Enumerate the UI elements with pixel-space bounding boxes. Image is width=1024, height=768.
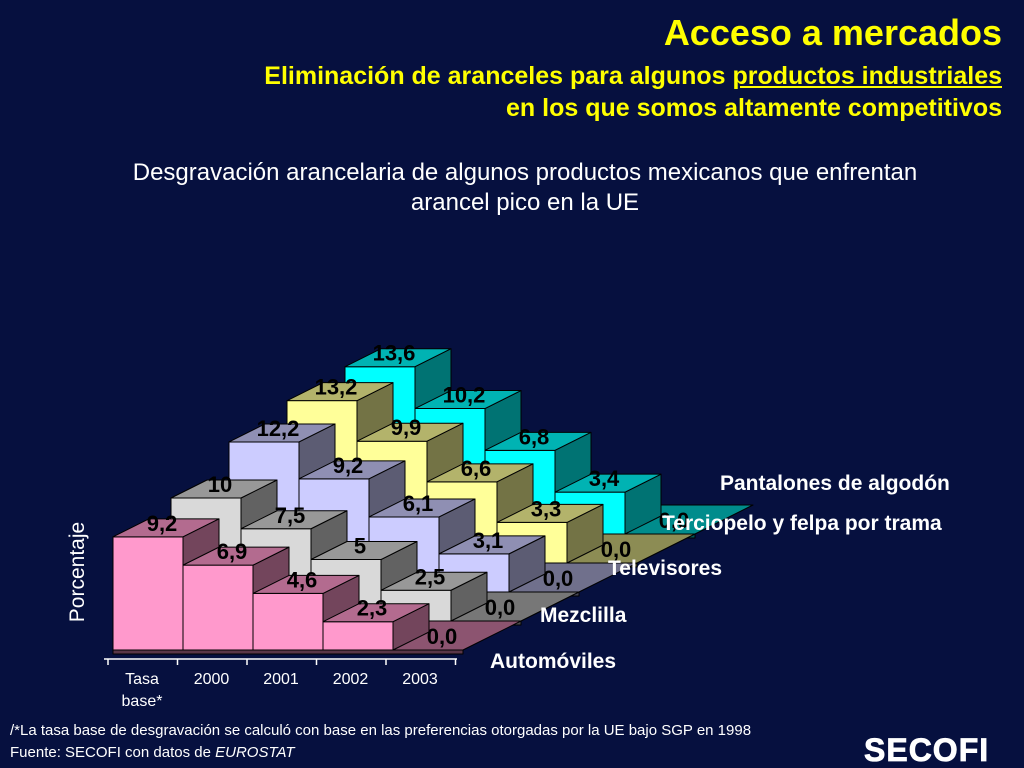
x-tick-label-1-0: 2000 [194, 671, 230, 688]
bar-front-0-0 [112, 536, 184, 651]
bar-top-4-0 [344, 348, 452, 368]
bar-top-1-3 [380, 571, 488, 591]
data-label-4-4: 0,0 [659, 508, 690, 533]
x-tick-label-3-0: 2002 [333, 671, 369, 688]
bar-top-4-2 [484, 431, 592, 451]
data-label-0-1: 6,9 [217, 539, 248, 564]
logo-text: SECOFI [864, 732, 989, 767]
data-label-0-3: 2,3 [357, 596, 388, 621]
bar-top-4-1 [414, 390, 522, 410]
bar-top-0-2 [252, 574, 360, 594]
subtitle-underlined: productos industriales [732, 62, 1002, 90]
subtitle-text: Eliminación de aranceles para algunos [264, 62, 733, 90]
data-label-4-2: 6,8 [519, 424, 550, 449]
bar-top-3-2 [426, 463, 534, 483]
secofi-logo: SECOFI [864, 732, 989, 767]
data-label-0-0: 9,2 [147, 511, 178, 536]
footnote-source-italic: EUROSTAT [215, 744, 295, 761]
data-label-1-0: 10 [208, 472, 232, 497]
bar-top-0-3 [322, 603, 430, 623]
bar-top-2-3 [438, 535, 546, 555]
x-tick-label-0-1: base* [122, 693, 163, 710]
bar-top-1-2 [310, 541, 418, 560]
data-label-3-1: 9,9 [391, 415, 422, 440]
data-label-1-3: 2,5 [415, 564, 446, 589]
series-label-3: Terciopelo y felpa por trama [662, 512, 942, 535]
data-label-2-0: 12,2 [257, 416, 300, 441]
x-tick-label-2-0: 2001 [263, 671, 299, 688]
bar-top-3-3 [496, 503, 604, 523]
series-label-0: Automóviles [490, 650, 616, 673]
subtitle-line2: en los que somos altamente competitivos [506, 94, 1002, 122]
data-label-0-4: 0,0 [427, 624, 458, 649]
bar-top-1-0 [170, 479, 278, 499]
chart-title-line1: Desgravación arancelaria de algunos prod… [132, 159, 918, 186]
bar-top-3-0 [286, 382, 394, 402]
footnote-source: Fuente: SECOFI con datos de [10, 744, 216, 761]
data-label-0-2: 4,6 [287, 567, 318, 592]
data-label-1-4: 0,0 [485, 595, 516, 620]
chart-title-line2: arancel pico en la UE [410, 189, 640, 216]
data-label-4-0: 13,6 [373, 341, 416, 366]
series-label-4: Pantalones de algodón [720, 472, 950, 495]
data-label-3-4: 0,0 [601, 537, 632, 562]
data-label-3-3: 3,3 [531, 496, 562, 521]
page-subtitle: Eliminación de aranceles para algunos pr… [264, 60, 1002, 124]
bar-front-0-3 [322, 621, 394, 651]
page-title: Acceso a mercados [663, 12, 1002, 53]
data-label-2-4: 0,0 [543, 566, 574, 591]
bar-top-2-0 [228, 423, 336, 443]
bar-top-4-3 [554, 473, 662, 493]
bar-front-0-1 [182, 564, 254, 651]
footnote-note: /*La tasa base de desgravación se calcul… [10, 722, 752, 739]
data-label-2-3: 3,1 [473, 528, 504, 553]
chart-title: Desgravación arancelaria de algunos prod… [40, 158, 1010, 218]
x-tick-label-4-0: 2003 [402, 671, 438, 688]
footnote: /*La tasa base de desgravación se calcul… [10, 720, 751, 764]
data-label-4-3: 3,4 [589, 466, 620, 491]
x-tick-label-0-0: Tasa [125, 671, 159, 688]
data-label-2-1: 9,2 [333, 453, 364, 478]
bar-top-2-2 [368, 498, 476, 518]
data-label-2-2: 6,1 [403, 491, 434, 516]
bar-top-1-1 [240, 510, 348, 530]
series-label-1: Mezclilla [540, 604, 627, 627]
data-label-3-0: 13,2 [315, 375, 358, 400]
data-label-4-1: 10,2 [443, 383, 486, 408]
bar-top-2-1 [298, 460, 406, 480]
y-axis-label: Porcentaje [66, 522, 89, 622]
series-label-2: Televisores [608, 557, 722, 580]
floor-edge-0 [112, 649, 464, 655]
data-label-1-1: 7,5 [275, 503, 306, 528]
bar-top-3-1 [356, 422, 464, 442]
bar-top-0-1 [182, 546, 290, 566]
bar-front-0-2 [252, 592, 324, 651]
data-label-1-2: 5 [354, 534, 366, 559]
data-label-3-2: 6,6 [461, 456, 492, 481]
bar-top-0-0 [112, 518, 220, 538]
